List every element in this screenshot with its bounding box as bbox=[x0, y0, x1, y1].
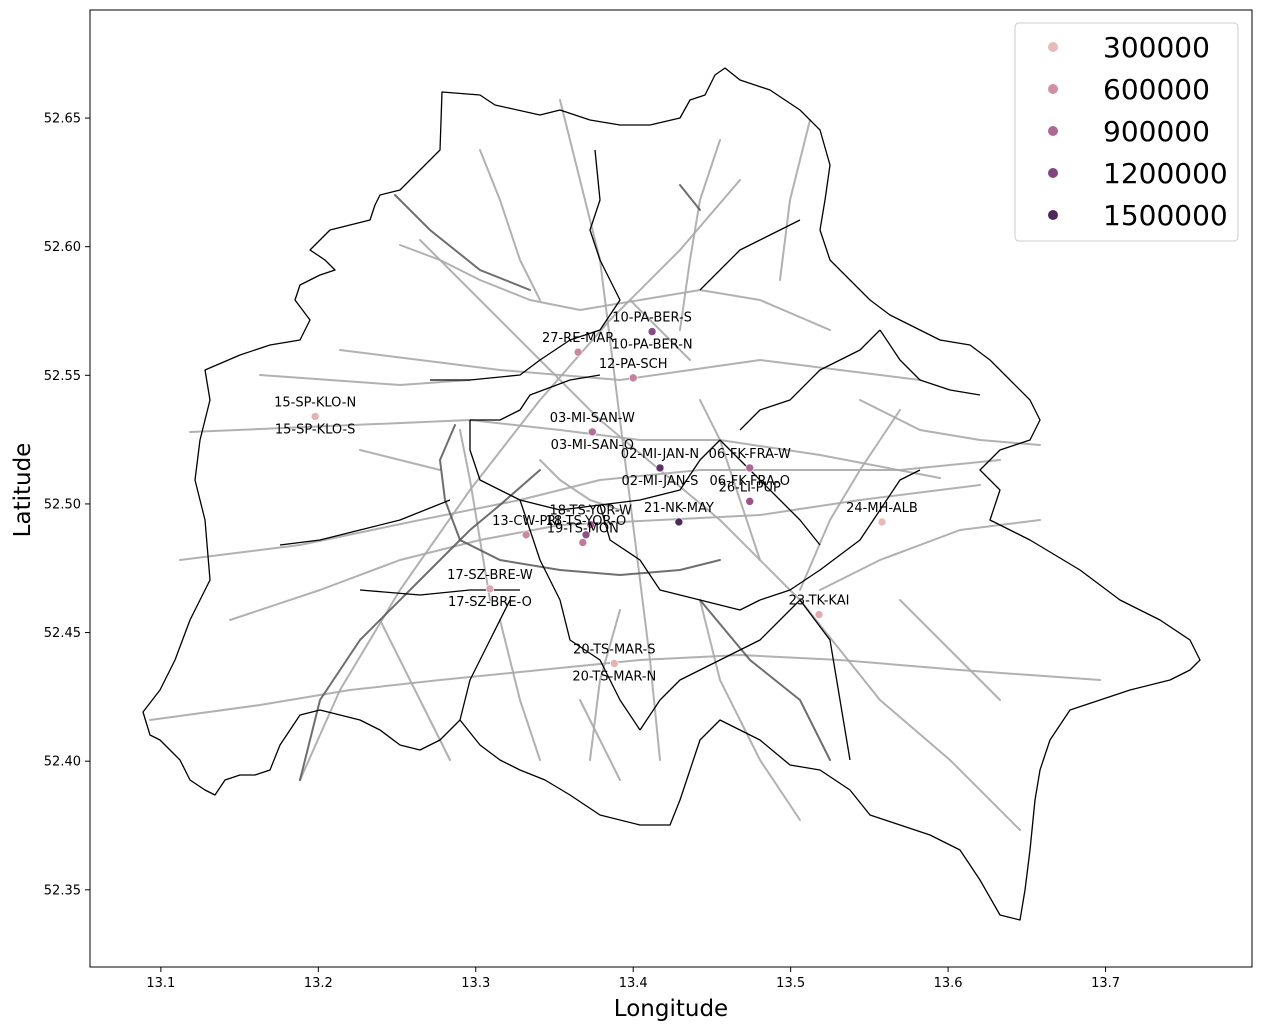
station-point bbox=[628, 373, 638, 383]
legend-label: 600000 bbox=[1103, 73, 1210, 106]
station-label: 06-FK-FRA-O bbox=[710, 474, 790, 489]
legend-label: 1200000 bbox=[1103, 157, 1228, 190]
x-tick-label: 13.4 bbox=[619, 976, 648, 991]
station-label: 03-MI-SAN-W bbox=[550, 411, 635, 426]
y-tick-label: 52.40 bbox=[44, 755, 81, 770]
legend-marker bbox=[1048, 168, 1058, 178]
x-tick-label: 13.5 bbox=[776, 976, 805, 991]
station-label: 13-CW-PRI bbox=[492, 514, 560, 529]
station-point bbox=[647, 327, 657, 336]
legend-label: 300000 bbox=[1103, 31, 1210, 64]
station-point bbox=[485, 584, 495, 594]
station-label: 15-SP-KLO-N bbox=[274, 395, 356, 410]
legend-box bbox=[1014, 22, 1239, 242]
station-label: 26-LI-PUP bbox=[719, 480, 781, 495]
legend-label: 1500000 bbox=[1103, 199, 1228, 232]
x-tick-label: 13.2 bbox=[304, 976, 333, 991]
station-label: 12-PA-SCH bbox=[599, 357, 668, 372]
station-point bbox=[587, 427, 597, 437]
station-label: 17-SZ-BRE-W bbox=[447, 568, 533, 583]
station-point bbox=[814, 610, 824, 619]
y-tick-label: 52.45 bbox=[44, 626, 81, 641]
legend-marker bbox=[1048, 210, 1058, 220]
station-label: 17-SZ-BRE-O bbox=[448, 595, 532, 610]
point-labels: 10-PA-BER-S 10-PA-BER-N27-RE-MAR 12-PA-SCH… bbox=[274, 311, 918, 685]
station-point bbox=[745, 497, 755, 506]
station-point bbox=[521, 530, 531, 540]
station-point bbox=[877, 517, 887, 527]
station-point bbox=[655, 463, 665, 473]
legend-marker bbox=[1048, 126, 1058, 136]
legend-label: 900000 bbox=[1103, 115, 1210, 148]
station-label: 10-PA-BER-S bbox=[612, 311, 692, 326]
y-tick-label: 52.60 bbox=[44, 240, 81, 255]
station-label: 03-MI-SAN-O bbox=[551, 438, 634, 453]
street-network bbox=[149, 99, 1101, 831]
data-points bbox=[310, 327, 887, 668]
station-point bbox=[610, 659, 619, 668]
plot-frame bbox=[89, 9, 1253, 968]
station-label: 02-MI-JAN-N bbox=[621, 447, 699, 462]
station-label: 18-TS-YOR-W bbox=[550, 504, 633, 519]
rail-lines bbox=[299, 184, 831, 781]
legend: 300000 600000 900000 1200000 1500000 bbox=[1014, 22, 1239, 242]
legend-marker bbox=[1048, 84, 1058, 94]
station-label: 20-TS-MAR-S bbox=[573, 642, 655, 657]
x-tick-label: 13.6 bbox=[934, 976, 963, 991]
station-point bbox=[674, 517, 684, 527]
y-axis-title: Latitude bbox=[10, 443, 36, 538]
district-boundaries bbox=[142, 67, 1201, 921]
station-label: 18-TS-YOR-O bbox=[546, 514, 627, 529]
x-tick-label: 13.7 bbox=[1091, 976, 1120, 991]
legend-marker bbox=[1048, 42, 1058, 52]
station-label: 24-MH-ALB bbox=[846, 501, 918, 516]
x-tick-label: 13.3 bbox=[461, 976, 490, 991]
y-tick-label: 52.65 bbox=[44, 112, 81, 127]
y-tick-label: 52.35 bbox=[44, 883, 81, 898]
x-tick-label: 13.1 bbox=[146, 976, 175, 991]
x-axis: 13.1 13.2 13.3 13.4 13.5 13.6 13.7 bbox=[146, 967, 1120, 991]
station-label: 27-RE-MAR bbox=[542, 331, 614, 346]
station-label: 10-PA-BER-N bbox=[612, 338, 693, 353]
station-label: 02-MI-JAN-S bbox=[622, 474, 699, 489]
y-tick-label: 52.50 bbox=[44, 497, 81, 512]
station-label: 21-NK-MAY bbox=[644, 501, 714, 516]
station-label: 15-SP-KLO-S bbox=[275, 422, 356, 437]
station-point bbox=[586, 520, 595, 529]
station-label: 20-TS-MAR-N bbox=[572, 669, 656, 684]
y-tick-label: 52.55 bbox=[44, 369, 81, 384]
station-point bbox=[310, 412, 320, 421]
station-label: 19-TS-MON bbox=[547, 522, 619, 537]
station-point bbox=[581, 530, 591, 540]
y-axis: 52.35 52.40 52.45 52.50 52.55 52.60 52.65 bbox=[44, 112, 90, 898]
station-point bbox=[573, 347, 583, 357]
station-label: 06-FK-FRA-W bbox=[709, 447, 791, 462]
station-label: 23-TK-KAI bbox=[789, 594, 850, 609]
station-point bbox=[745, 463, 755, 473]
station-point bbox=[578, 538, 588, 547]
x-axis-title: Longitude bbox=[614, 996, 728, 1022]
